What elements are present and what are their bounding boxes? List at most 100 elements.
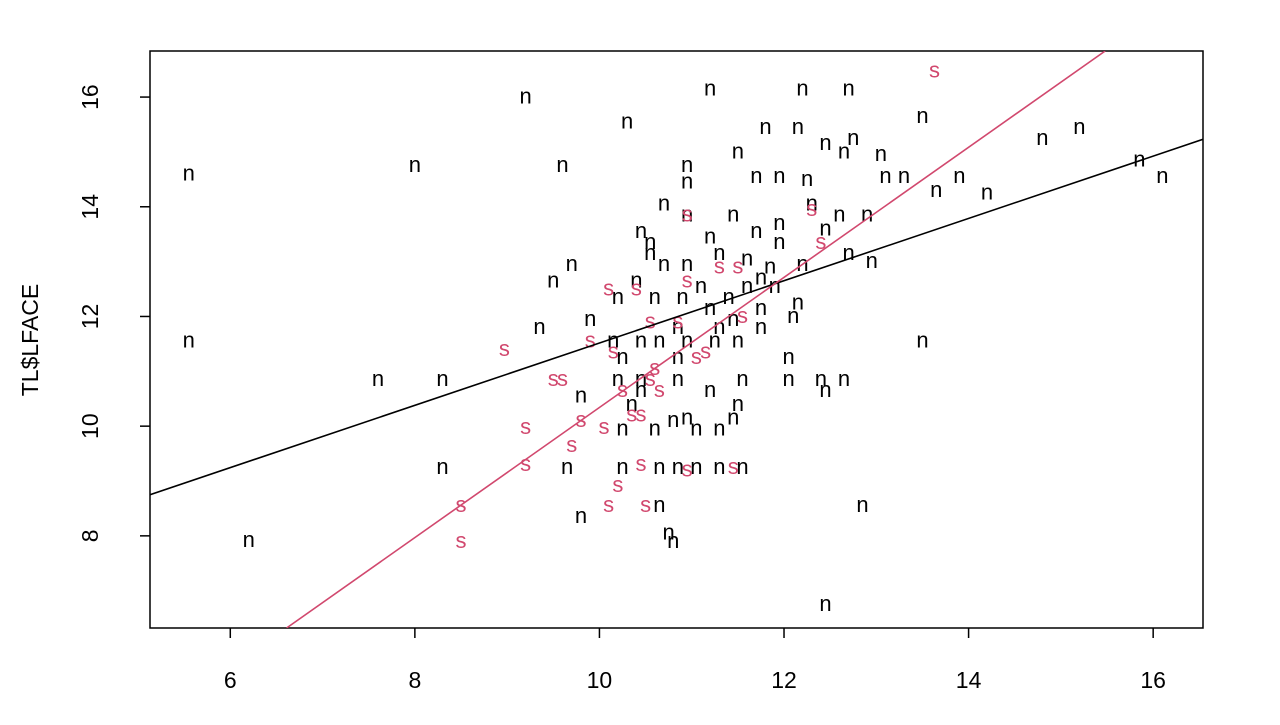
y-tick-label: 14	[77, 194, 103, 220]
point-marker: n	[806, 191, 818, 216]
point-marker: n	[667, 407, 679, 432]
point-marker: n	[787, 303, 799, 328]
point-marker: n	[667, 528, 679, 553]
point-marker: n	[723, 284, 735, 309]
point-marker: n	[732, 138, 744, 163]
point-marker: n	[713, 454, 725, 479]
fit-line	[150, 138, 1203, 496]
point-marker: n	[783, 366, 795, 391]
point-marker: n	[644, 240, 656, 265]
point-marker: n	[981, 180, 993, 205]
point-marker: n	[819, 130, 831, 155]
point-marker: n	[183, 160, 195, 185]
point-marker: n	[672, 314, 684, 339]
point-marker: n	[819, 591, 831, 616]
x-tick-label: 16	[1140, 667, 1166, 693]
point-marker: n	[653, 328, 665, 353]
point-marker: n	[856, 492, 868, 517]
fit-line	[286, 51, 1106, 628]
point-marker: s	[635, 402, 646, 427]
point-marker: n	[547, 267, 559, 292]
point-marker: n	[243, 527, 255, 552]
point-marker: n	[372, 366, 384, 391]
point-marker: n	[930, 177, 942, 202]
point-marker: n	[630, 267, 642, 292]
point-marker: n	[796, 75, 808, 100]
point-marker: n	[621, 108, 633, 133]
point-marker: n	[690, 454, 702, 479]
point-marker: n	[681, 169, 693, 194]
point-marker: n	[653, 492, 665, 517]
point-marker: s	[691, 344, 702, 369]
point-marker: n	[695, 273, 707, 298]
x-tick-label: 14	[956, 667, 982, 693]
point-marker: n	[1133, 147, 1145, 172]
point-marker: n	[769, 273, 781, 298]
point-marker: n	[584, 306, 596, 331]
point-marker: n	[916, 328, 928, 353]
y-axis-label: TL$LFACE	[17, 284, 43, 397]
point-marker: s	[815, 229, 826, 254]
point-marker: n	[676, 284, 688, 309]
point-marker: s	[654, 377, 665, 402]
point-marker: s	[603, 276, 614, 301]
point-marker: n	[575, 383, 587, 408]
y-tick-label: 8	[77, 529, 103, 542]
point-marker: n	[727, 404, 739, 429]
point-marker: n	[898, 163, 910, 188]
point-marker: n	[519, 84, 531, 109]
point-marker: n	[616, 415, 628, 440]
point-marker: n	[875, 141, 887, 166]
point-marker: n	[727, 306, 739, 331]
point-marker: n	[842, 75, 854, 100]
point-marker: n	[773, 229, 785, 254]
point-marker: n	[750, 218, 762, 243]
point-marker: s	[645, 309, 656, 334]
point-marker: s	[682, 267, 693, 292]
point-marker: n	[575, 503, 587, 528]
point-marker: n	[773, 163, 785, 188]
x-tick-label: 8	[408, 667, 421, 693]
point-marker: n	[704, 295, 716, 320]
point-marker: n	[556, 152, 568, 177]
point-marker: n	[561, 454, 573, 479]
point-marker: n	[783, 344, 795, 369]
y-tick-label: 12	[77, 304, 103, 330]
point-marker: n	[727, 202, 739, 227]
point-marker: s	[612, 472, 623, 497]
point-marker: s	[682, 457, 693, 482]
point-marker: n	[409, 152, 421, 177]
point-marker: s	[585, 328, 596, 353]
point-marker: s	[617, 377, 628, 402]
point-marker: n	[436, 366, 448, 391]
point-marker: n	[833, 202, 845, 227]
point-marker: n	[819, 377, 831, 402]
point-marker: s	[672, 309, 683, 334]
point-marker: n	[607, 328, 619, 353]
point-marker: n	[755, 314, 767, 339]
point-marker: n	[681, 251, 693, 276]
point-marker: n	[755, 295, 767, 320]
point-marker: n	[1073, 114, 1085, 139]
point-marker: n	[759, 114, 771, 139]
point-marker: n	[1036, 125, 1048, 150]
point-marker: n	[1156, 163, 1168, 188]
point-marker: n	[879, 163, 891, 188]
point-marker: n	[183, 328, 195, 353]
point-marker: s	[608, 339, 619, 364]
point-marker: n	[533, 314, 545, 339]
point-marker: n	[792, 114, 804, 139]
point-marker: n	[732, 391, 744, 416]
point-marker: n	[750, 163, 762, 188]
point-marker: n	[690, 415, 702, 440]
point-marker: n	[755, 265, 767, 290]
point-marker: n	[792, 289, 804, 314]
point-marker: n	[681, 152, 693, 177]
point-marker: n	[815, 366, 827, 391]
point-marker: s	[631, 276, 642, 301]
point-marker: s	[682, 202, 693, 227]
x-tick-label: 10	[587, 667, 613, 693]
point-marker: n	[741, 245, 753, 270]
point-marker: s	[520, 414, 531, 439]
